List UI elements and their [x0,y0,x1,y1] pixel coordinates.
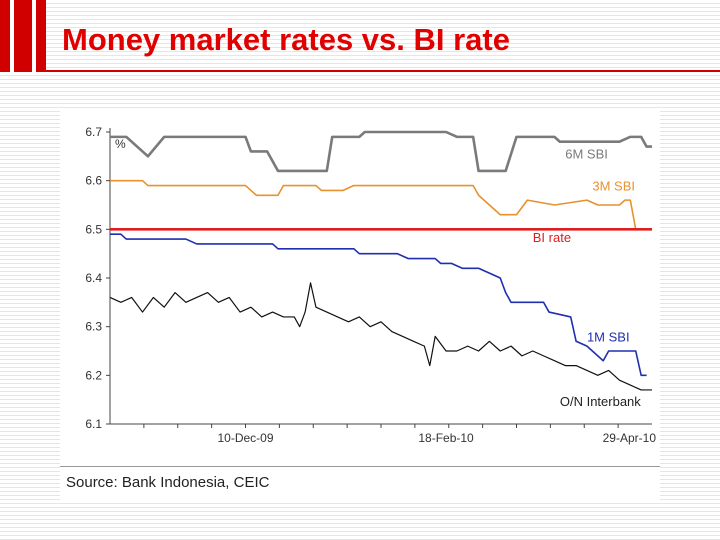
y-axis-unit-label: % [115,137,126,151]
slide-title: Money market rates vs. BI rate [62,22,510,57]
series-line-o-n-interbank [109,282,652,391]
line-chart: 6.7 6.6 6.5 6.4 6.3 6.2 6.1% 10-Dec-09 18-Feb-10… [85,125,657,445]
y-tick-label: 6.3 [85,320,102,334]
series-label-o-n-interbank: O/N Interbank [560,394,641,409]
series-line-6m-sbi [110,130,652,173]
series-line-1m-sbi [110,233,647,377]
series-line-3m-sbi [110,179,637,230]
title-underline [46,70,720,72]
y-tick-label: 6.2 [85,368,102,382]
y-tick-label: 6.5 [85,222,102,236]
x-tick-label: 18-Feb-10 [418,431,474,445]
source-note: Source: Bank Indonesia, CEIC [66,474,270,491]
series-label-bi-rate: BI rate [533,230,571,245]
y-tick-label: 6.4 [85,271,102,285]
series-label-6m-sbi: 6M SBI [565,146,608,161]
x-tick-label: 10-Dec-09 [217,431,273,445]
chart-panel: 6.7 6.6 6.5 6.4 6.3 6.2 6.1% 10-Dec-09 18-Feb-10… [60,110,660,502]
y-tick-label: 6.6 [85,174,102,188]
y-tick-label: 6.1 [85,417,102,431]
y-tick-label: 6.7 [85,125,102,139]
title-accent-bar [0,0,46,72]
source-divider [60,466,660,467]
title-accent-stripe [14,0,32,72]
series-label-3m-sbi: 3M SBI [592,178,635,193]
x-tick-label: 29-Apr-10 [603,431,657,445]
series-label-1m-sbi: 1M SBI [587,329,630,344]
